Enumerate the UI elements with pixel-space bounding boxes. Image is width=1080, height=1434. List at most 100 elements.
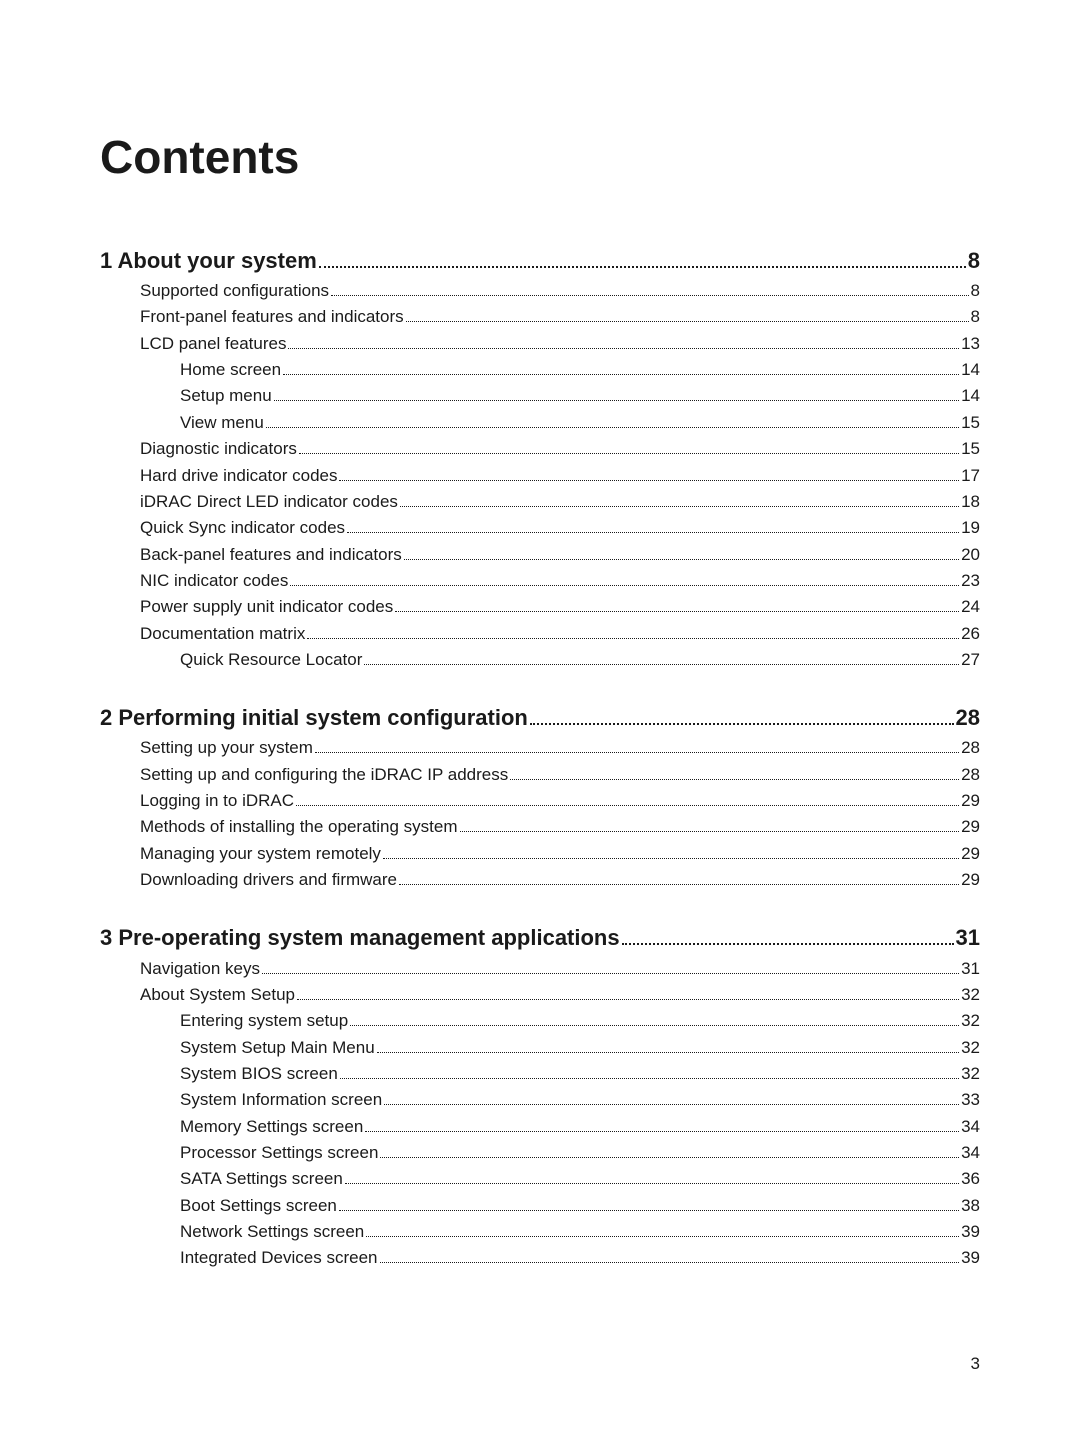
toc-leader-dots <box>380 1157 959 1158</box>
toc-entry: Processor Settings screen 34 <box>100 1140 980 1166</box>
toc-entry: Setting up your system 28 <box>100 735 980 761</box>
toc-entry-label: Setting up and configuring the iDRAC IP … <box>140 762 508 788</box>
toc-entry-label: View menu <box>180 410 264 436</box>
toc-entry-page: 31 <box>956 921 980 955</box>
toc-entry: Home screen14 <box>100 357 980 383</box>
toc-leader-dots <box>296 805 959 806</box>
toc-entry-page: 8 <box>971 278 980 304</box>
toc-entry: 2 Performing initial system configuratio… <box>100 701 980 735</box>
toc-entry-label: SATA Settings screen <box>180 1166 343 1192</box>
page-number: 3 <box>971 1354 980 1374</box>
toc-entry: Front-panel features and indicators8 <box>100 304 980 330</box>
toc-leader-dots <box>510 779 959 780</box>
toc-entry-page: 28 <box>956 701 980 735</box>
toc-leader-dots <box>290 585 959 586</box>
toc-leader-dots <box>364 664 959 665</box>
toc-leader-dots <box>384 1104 959 1105</box>
toc-entry: LCD panel features 13 <box>100 331 980 357</box>
toc-leader-dots <box>331 295 969 296</box>
toc-leader-dots <box>274 400 959 401</box>
toc-entry: Navigation keys31 <box>100 956 980 982</box>
toc-entry-label: Setup menu <box>180 383 272 409</box>
toc-leader-dots <box>404 559 959 560</box>
toc-entry-page: 28 <box>961 735 980 761</box>
toc-leader-dots <box>266 427 959 428</box>
toc-entry: Downloading drivers and firmware29 <box>100 867 980 893</box>
toc-leader-dots <box>395 611 959 612</box>
toc-entry-page: 32 <box>961 1061 980 1087</box>
toc-entry-page: 39 <box>961 1245 980 1271</box>
toc-entry-page: 32 <box>961 982 980 1008</box>
toc-entry: Supported configurations 8 <box>100 278 980 304</box>
toc-entry-label: Documentation matrix <box>140 621 305 647</box>
toc-entry: System Setup Main Menu32 <box>100 1035 980 1061</box>
toc-entry: Hard drive indicator codes 17 <box>100 463 980 489</box>
document-page: Contents 1 About your system8Supported c… <box>0 0 1080 1434</box>
toc-entry: 3 Pre-operating system management applic… <box>100 921 980 955</box>
toc-entry: Quick Resource Locator 27 <box>100 647 980 673</box>
toc-entry-label: System BIOS screen <box>180 1061 338 1087</box>
toc-entry-page: 33 <box>961 1087 980 1113</box>
toc-entry-page: 29 <box>961 814 980 840</box>
toc-entry-page: 8 <box>971 304 980 330</box>
toc-entry-page: 34 <box>961 1140 980 1166</box>
toc-entry: Back-panel features and indicators20 <box>100 542 980 568</box>
toc-leader-dots <box>399 884 959 885</box>
toc-entry-page: 29 <box>961 841 980 867</box>
toc-entry-label: 3 Pre-operating system management applic… <box>100 921 620 955</box>
toc-leader-dots <box>340 1078 959 1079</box>
toc-entry: Documentation matrix26 <box>100 621 980 647</box>
toc-entry: Power supply unit indicator codes24 <box>100 594 980 620</box>
toc-entry: Methods of installing the operating syst… <box>100 814 980 840</box>
toc-entry-page: 18 <box>961 489 980 515</box>
toc-entry-label: LCD panel features <box>140 331 286 357</box>
toc-entry-page: 32 <box>961 1008 980 1034</box>
toc-entry-label: Processor Settings screen <box>180 1140 378 1166</box>
toc-leader-dots <box>299 453 959 454</box>
toc-entry-label: Power supply unit indicator codes <box>140 594 393 620</box>
toc-entry-label: Integrated Devices screen <box>180 1245 378 1271</box>
toc-entry-page: 14 <box>961 383 980 409</box>
toc-entry-label: Downloading drivers and firmware <box>140 867 397 893</box>
toc-entry-label: Setting up your system <box>140 735 313 761</box>
toc-entry: View menu15 <box>100 410 980 436</box>
table-of-contents: 1 About your system8Supported configurat… <box>100 244 980 1272</box>
toc-leader-dots <box>339 480 959 481</box>
toc-leader-dots <box>288 348 959 349</box>
toc-entry: 1 About your system8 <box>100 244 980 278</box>
toc-entry-page: 19 <box>961 515 980 541</box>
toc-entry-page: 28 <box>961 762 980 788</box>
toc-leader-dots <box>406 321 969 322</box>
toc-leader-dots <box>377 1052 959 1053</box>
toc-entry: Setting up and configuring the iDRAC IP … <box>100 762 980 788</box>
toc-leader-dots <box>366 1236 959 1237</box>
toc-leader-dots <box>347 532 959 533</box>
toc-entry-label: 1 About your system <box>100 244 317 278</box>
toc-entry-label: Quick Resource Locator <box>180 647 362 673</box>
toc-entry: Setup menu 14 <box>100 383 980 409</box>
toc-entry-page: 15 <box>961 436 980 462</box>
toc-entry-page: 13 <box>961 331 980 357</box>
toc-entry: iDRAC Direct LED indicator codes18 <box>100 489 980 515</box>
toc-leader-dots <box>400 506 959 507</box>
toc-entry: NIC indicator codes23 <box>100 568 980 594</box>
toc-entry-page: 31 <box>961 956 980 982</box>
toc-entry-label: Hard drive indicator codes <box>140 463 337 489</box>
toc-entry-label: Memory Settings screen <box>180 1114 363 1140</box>
toc-entry-page: 36 <box>961 1166 980 1192</box>
toc-leader-dots <box>383 858 959 859</box>
toc-entry-page: 14 <box>961 357 980 383</box>
toc-entry: Diagnostic indicators15 <box>100 436 980 462</box>
toc-entry-page: 17 <box>961 463 980 489</box>
toc-entry-page: 20 <box>961 542 980 568</box>
toc-entry: Logging in to iDRAC29 <box>100 788 980 814</box>
toc-entry-page: 29 <box>961 788 980 814</box>
toc-entry-page: 38 <box>961 1193 980 1219</box>
toc-leader-dots <box>350 1025 959 1026</box>
toc-entry-label: Supported configurations <box>140 278 329 304</box>
toc-entry: Memory Settings screen34 <box>100 1114 980 1140</box>
toc-entry: System Information screen 33 <box>100 1087 980 1113</box>
toc-entry-label: 2 Performing initial system configuratio… <box>100 701 528 735</box>
toc-entry-label: System Information screen <box>180 1087 382 1113</box>
toc-entry-page: 23 <box>961 568 980 594</box>
